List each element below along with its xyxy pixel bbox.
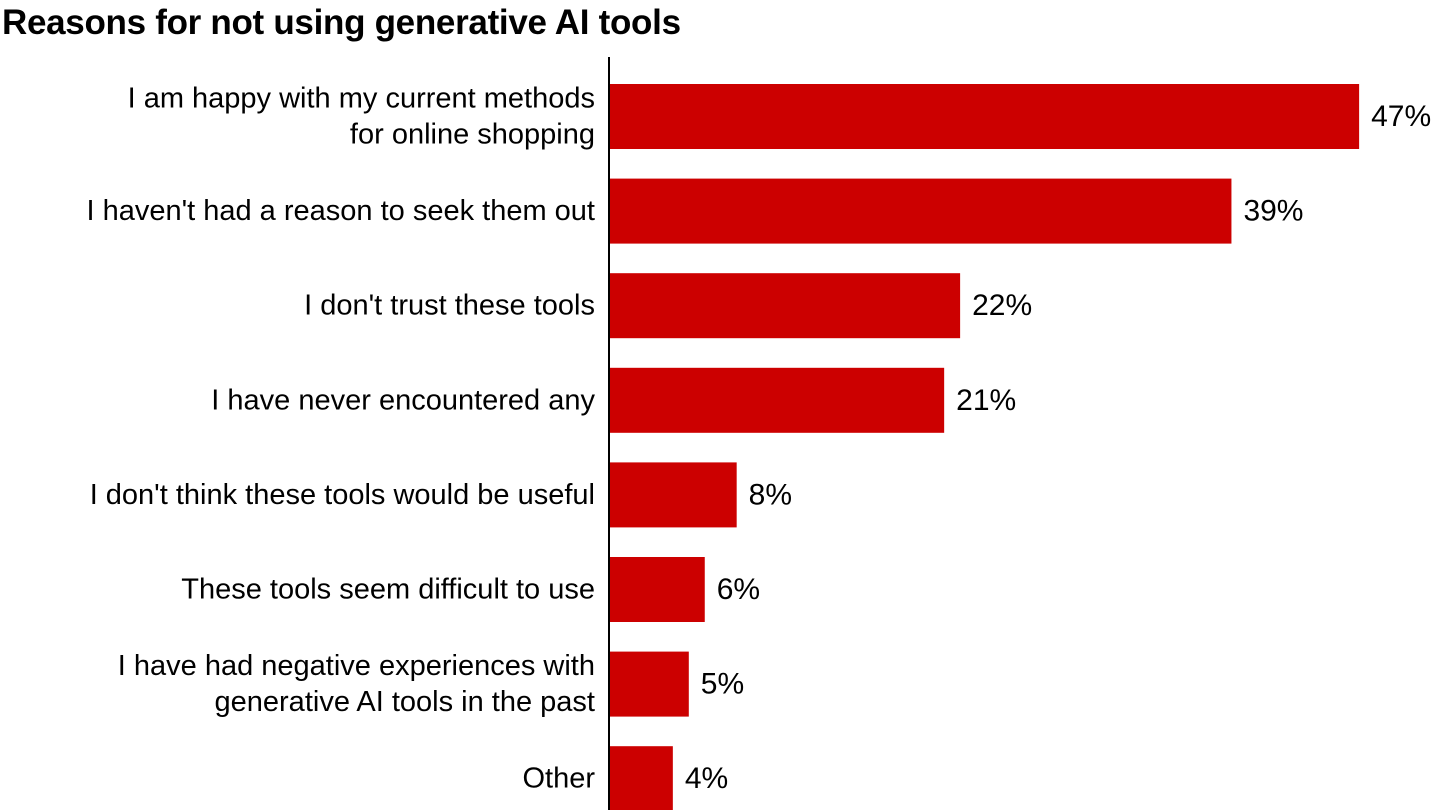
category-label-6-line-1: generative AI tools in the past xyxy=(215,686,595,718)
bar-3 xyxy=(609,367,945,433)
value-labels-layer: 47% 39% 22% 21% 8% 6% 5% 4% xyxy=(685,100,1431,795)
category-label-1: I haven't had a reason to seek them out xyxy=(86,195,595,227)
category-label-5-line-0: These tools seem difficult to use xyxy=(181,574,595,606)
value-label-6: 5% xyxy=(701,668,744,701)
bar-5 xyxy=(609,557,705,622)
value-label-2: 22% xyxy=(972,289,1032,322)
value-label-5: 6% xyxy=(717,573,760,606)
category-label-3: I have never encountered any xyxy=(211,384,595,416)
category-label-4-line-0: I don't think these tools would be usefu… xyxy=(90,479,595,511)
category-label-7: Other xyxy=(522,763,595,795)
bar-1 xyxy=(609,178,1232,244)
category-label-2-line-0: I don't trust these tools xyxy=(304,290,595,322)
bar-0 xyxy=(609,84,1360,149)
category-label-1-line-0: I haven't had a reason to seek them out xyxy=(86,195,595,227)
bars-layer xyxy=(609,84,1360,810)
bar-4 xyxy=(609,462,737,528)
category-labels-layer: I am happy with my current methods for on… xyxy=(86,83,595,795)
category-label-0-line-1: for online shopping xyxy=(350,119,595,151)
bar-2 xyxy=(609,273,961,339)
category-label-6: I have had negative experiences with gene… xyxy=(118,650,595,718)
value-label-0: 47% xyxy=(1371,100,1431,133)
bar-7 xyxy=(609,746,673,810)
category-label-0-line-0: I am happy with my current methods xyxy=(128,83,595,115)
category-label-2: I don't trust these tools xyxy=(304,290,595,322)
value-label-3: 21% xyxy=(956,384,1016,417)
value-label-7: 4% xyxy=(685,762,728,795)
category-label-6-line-0: I have had negative experiences with xyxy=(118,650,595,682)
category-label-0: I am happy with my current methods for on… xyxy=(128,83,595,151)
chart-title: Reasons for not using generative AI tool… xyxy=(2,3,681,42)
category-label-4: I don't think these tools would be usefu… xyxy=(90,479,595,511)
bar-6 xyxy=(609,651,689,717)
value-label-1: 39% xyxy=(1243,195,1303,228)
category-label-5: These tools seem difficult to use xyxy=(181,574,595,606)
value-label-4: 8% xyxy=(749,478,792,511)
category-label-3-line-0: I have never encountered any xyxy=(211,384,595,416)
category-label-7-line-0: Other xyxy=(522,763,595,795)
